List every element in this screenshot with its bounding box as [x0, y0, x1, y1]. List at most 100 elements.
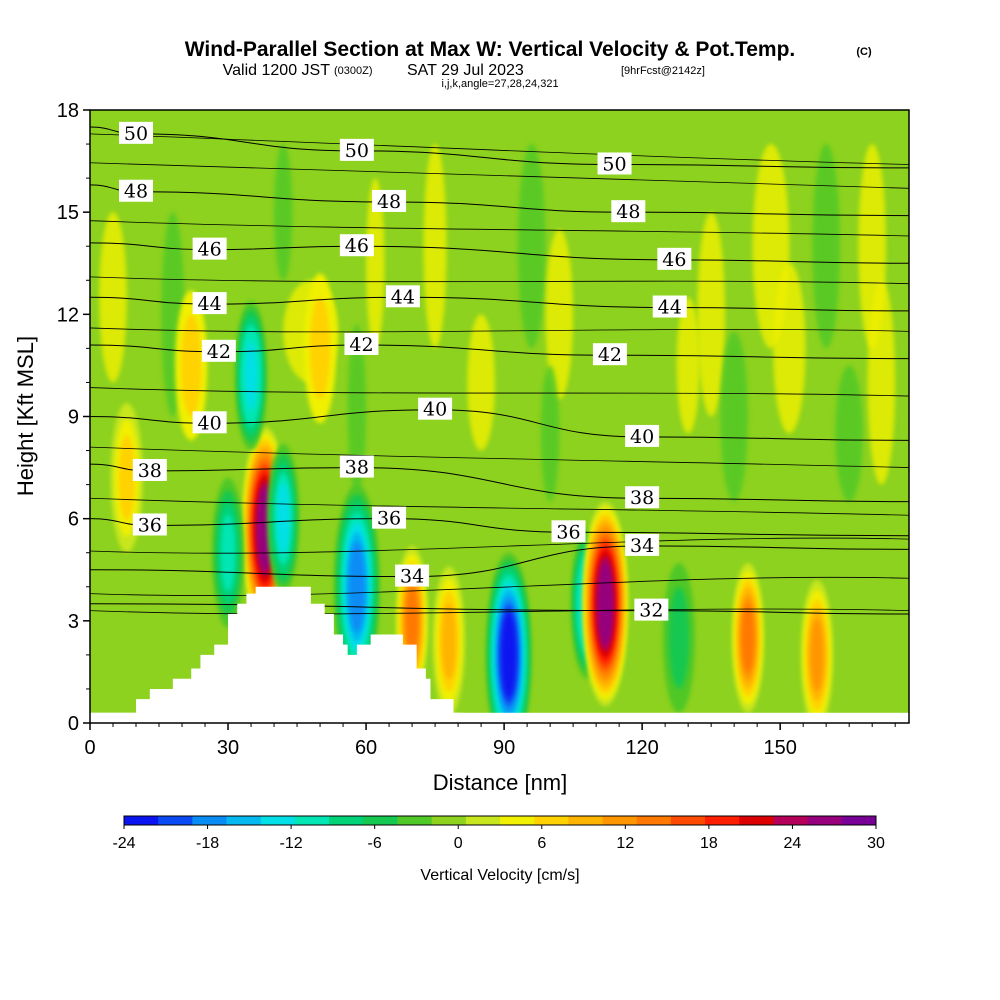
isentrope-label: 48	[372, 189, 407, 213]
texture-streak	[99, 212, 127, 383]
y-tick-label: 18	[57, 100, 79, 122]
isentrope-line	[90, 220, 909, 237]
y-tick-label: 12	[57, 304, 79, 326]
y-tick-label: 6	[68, 509, 79, 531]
chart-title: Wind-Parallel Section at Max W: Vertical…	[185, 38, 796, 61]
x-axis-title: Distance [nm]	[433, 770, 568, 795]
valid-date: SAT 29 Jul 2023	[407, 62, 524, 79]
terrain	[90, 586, 909, 723]
svg-text:46: 46	[345, 235, 369, 257]
colorbar-segment	[226, 816, 262, 825]
texture-streak	[347, 324, 367, 495]
velocity-core	[333, 484, 380, 689]
y-tick-label: 3	[68, 611, 79, 633]
grid-indices: i,j,k,angle=27,28,24,321	[441, 78, 558, 90]
colorbar-title: Vertical Velocity [cm/s]	[420, 867, 579, 884]
isentrope-label: 46	[192, 237, 227, 261]
forecast-info: [9hrFcst@2142z]	[621, 65, 705, 77]
colorbar-segment	[363, 816, 398, 825]
terrain-profile	[90, 586, 463, 723]
svg-text:42: 42	[349, 334, 373, 356]
isentrope-label: 46	[657, 247, 692, 271]
isentrope-label: 48	[119, 179, 154, 203]
x-tick-label: 90	[493, 737, 515, 759]
isentrope-line	[90, 344, 909, 360]
colorbar-segment	[841, 816, 877, 825]
svg-text:46: 46	[662, 249, 686, 271]
svg-text:48: 48	[616, 201, 640, 223]
colorbar-segment	[602, 816, 638, 825]
isentrope-label: 50	[597, 152, 632, 175]
texture-streak	[274, 144, 293, 281]
svg-text:50: 50	[345, 140, 369, 162]
plot-area: 32 34 34 36 36 36 38 38 38 40 40 40 42 42 42 44 44 44 46 46…	[90, 110, 909, 723]
colorbar-tick-label: 30	[867, 835, 885, 852]
isentrope-label: 46	[339, 234, 374, 257]
isentrope-label: 38	[339, 455, 374, 479]
colorbar-segment	[636, 816, 672, 825]
x-axis: 0 30 60 90 120 150	[84, 723, 896, 759]
svg-text:48: 48	[377, 191, 401, 213]
x-tick-label: 60	[355, 737, 377, 759]
texture-streak	[773, 263, 806, 434]
velocity-core	[662, 562, 696, 713]
svg-text:40: 40	[198, 412, 222, 434]
texture-streak	[697, 212, 725, 417]
colorbar-tick-label: 24	[784, 835, 802, 852]
isentrope-line	[90, 327, 909, 333]
svg-text:36: 36	[556, 521, 580, 543]
velocity-core	[731, 562, 765, 713]
y-tick-label: 15	[57, 202, 79, 224]
texture-streak	[676, 297, 700, 434]
velocity-core	[800, 579, 834, 723]
colorbar-segment	[739, 816, 774, 825]
texture-streak	[835, 365, 863, 502]
svg-text:50: 50	[124, 123, 148, 145]
colorbar-segment	[397, 816, 433, 825]
isentrope-line	[90, 409, 909, 441]
y-axis-title: Height [Kft MSL]	[13, 336, 38, 496]
colorbar-tick-label: -24	[112, 835, 135, 852]
svg-text:38: 38	[138, 460, 162, 482]
colorbar: -24 -18 -12 -6 0 6 12 18 24 30	[112, 815, 885, 852]
x-tick-label: 0	[84, 737, 95, 759]
colorbar-tick-label: 18	[700, 835, 718, 852]
y-axis: 0 3 6 9 12 15 18	[57, 100, 90, 735]
isentrope-lines	[90, 126, 909, 615]
velocity-core	[234, 300, 268, 451]
isentrope-label: 34	[625, 533, 660, 557]
svg-text:36: 36	[377, 508, 401, 530]
isentrope-line	[90, 133, 909, 165]
velocity-core	[485, 552, 532, 723]
isentrope-line	[90, 296, 909, 312]
texture-streak	[545, 229, 574, 400]
isentrope-line	[90, 387, 909, 397]
colorbar-tick-label: -6	[368, 835, 382, 852]
isentrope-label: 40	[418, 397, 453, 421]
colorbar-tick-label: -12	[280, 835, 303, 852]
velocity-core	[303, 273, 337, 424]
colorbar-segment	[807, 816, 843, 825]
svg-text:42: 42	[598, 344, 622, 366]
svg-text:38: 38	[630, 487, 654, 509]
colorbar-segment	[534, 816, 569, 825]
isentrope-line	[90, 497, 909, 516]
colorbar-segment	[568, 816, 604, 825]
isentrope-label: 36	[132, 513, 167, 536]
velocity-cores	[110, 273, 834, 723]
x-tick-label: 120	[625, 737, 658, 759]
colorbar-frame	[123, 815, 877, 826]
colorbar-segment	[158, 816, 193, 825]
isentrope-label: 42	[201, 339, 236, 363]
terrain-base	[90, 712, 909, 723]
colorbar-segment	[294, 816, 330, 825]
isentrope-line	[90, 576, 909, 597]
velocity-core	[582, 501, 629, 706]
isentrope-line	[90, 446, 909, 468]
texture-streak	[867, 280, 896, 485]
svg-text:42: 42	[207, 341, 231, 363]
colorbar-segment	[500, 816, 535, 825]
svg-text:38: 38	[345, 457, 369, 479]
isentrope-label: 50	[339, 138, 374, 162]
colorbar-tick-label: -18	[196, 835, 219, 852]
